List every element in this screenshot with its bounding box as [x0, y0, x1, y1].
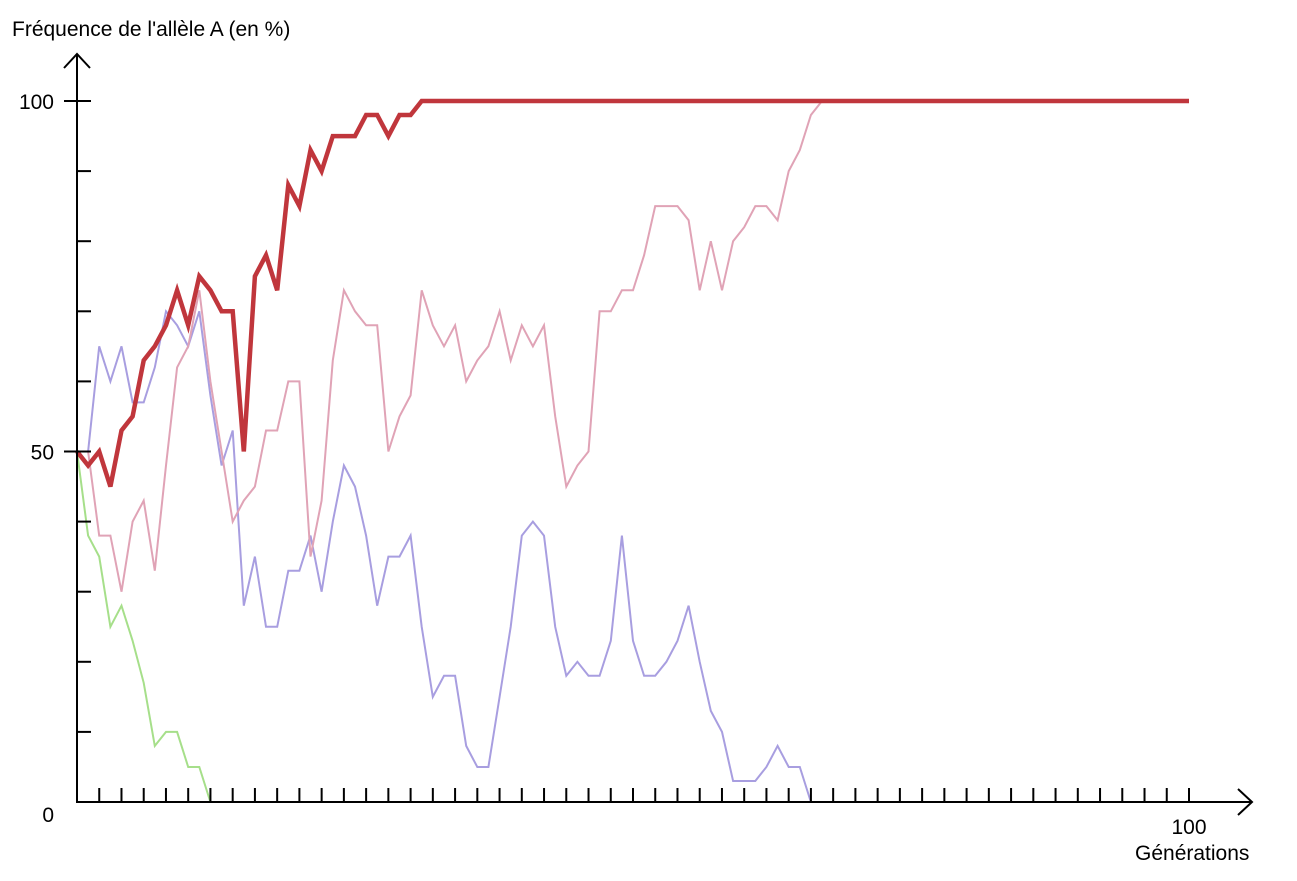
x-axis-arrow	[1237, 788, 1254, 816]
label-layer: Fréquence de l'allèle A (en %) Génératio…	[12, 18, 1249, 865]
x-tick-label: 100	[1171, 816, 1206, 839]
y-axis-arrow	[63, 52, 91, 69]
x-axis-title: Générations	[1135, 842, 1249, 865]
series-layer	[75, 98, 1189, 803]
series-line-4	[75, 98, 1189, 488]
y-axis-title: Fréquence de l'allèle A (en %)	[12, 18, 290, 41]
series-line-3	[77, 100, 1189, 592]
y-tick-label: 0	[42, 804, 54, 827]
y-tick-label: 50	[31, 442, 54, 465]
series-line-2	[77, 308, 822, 803]
tick-layer	[64, 100, 1190, 802]
series-line-1	[76, 451, 212, 803]
y-tick-label: 100	[19, 91, 54, 114]
